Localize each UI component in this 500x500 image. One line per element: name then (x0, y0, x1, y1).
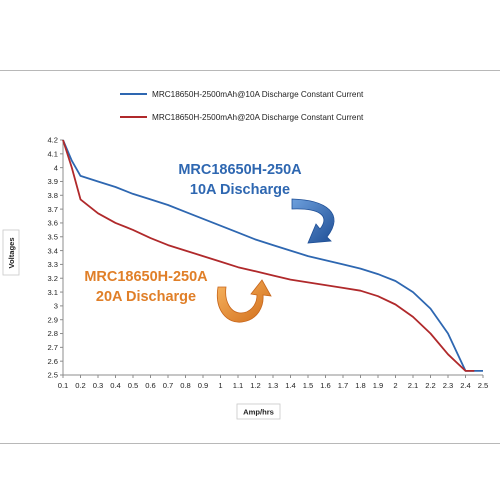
x-tick-label: 1.6 (320, 381, 331, 390)
x-tick-label: 0.3 (93, 381, 104, 390)
x-tick-label: 1.5 (303, 381, 314, 390)
y-tick-label: 2.5 (47, 371, 58, 380)
y-axis-title: Voltages (7, 237, 16, 268)
x-tick-label: 1.3 (268, 381, 279, 390)
y-tick-label: 3.7 (47, 205, 58, 214)
y-tick-label: 2.8 (47, 329, 58, 338)
x-axis-ticks: 0.1 0.2 0.3 0.4 0.5 0.6 0.7 0.8 0.9 1 1.1 1.2 1.3 1.4… (58, 375, 489, 390)
y-tick-label: 2.9 (47, 315, 58, 324)
x-tick-label: 2.2 (425, 381, 436, 390)
y-axis-title-box (2, 229, 20, 276)
x-tick-label: 2.3 (443, 381, 454, 390)
series-line-20a (62, 139, 475, 372)
x-axis-title: Amp/hrs (243, 408, 274, 417)
y-tick-label: 3.3 (47, 260, 58, 269)
x-tick-label: 1.4 (285, 381, 296, 390)
y-tick-label: 4.1 (47, 150, 58, 159)
u-turn-arrow-orange-icon (216, 279, 272, 323)
legend-label-10a: MRC18650H-2500mAh@10A Discharge Constant… (152, 90, 364, 99)
legend-label-20a: MRC18650H-2500mAh@20A Discharge Constant… (152, 113, 364, 122)
x-axis-title-box (236, 403, 281, 420)
x-tick-label: 0.6 (145, 381, 156, 390)
x-tick-label: 0.4 (110, 381, 121, 390)
x-tick-label: 0.8 (180, 381, 191, 390)
y-tick-label: 3.1 (47, 288, 58, 297)
y-tick-label: 3.2 (47, 274, 58, 283)
series-line-10a (62, 139, 483, 372)
y-tick-label: 2.6 (47, 357, 58, 366)
x-tick-label: 1.8 (355, 381, 366, 390)
x-tick-label: 1.7 (338, 381, 349, 390)
y-tick-label: 2.7 (47, 343, 58, 352)
x-tick-label: 2.5 (478, 381, 489, 390)
x-tick-label: 2 (393, 381, 397, 390)
x-tick-label: 2.4 (460, 381, 471, 390)
y-tick-label: 3.5 (47, 232, 58, 241)
y-tick-label: 4.2 (47, 136, 58, 145)
y-tick-label: 3.6 (47, 219, 58, 228)
annotation-10a-line2: 10A Discharge (190, 182, 290, 198)
x-tick-label: 0.7 (163, 381, 174, 390)
y-tick-label: 4 (54, 163, 58, 172)
x-tick-label: 1.1 (233, 381, 244, 390)
x-tick-label: 1.9 (373, 381, 384, 390)
annotation-20a-line2: 20A Discharge (96, 289, 196, 305)
y-tick-label: 3 (54, 302, 58, 311)
annotation-10a-line1: MRC18650H-250A (178, 162, 302, 178)
legend: MRC18650H-2500mAh@10A Discharge Constant… (120, 90, 364, 122)
y-tick-label: 3.4 (47, 246, 58, 255)
curved-arrow-blue-icon (291, 198, 335, 244)
x-tick-label: 0.9 (198, 381, 209, 390)
annotation-20a-line1: MRC18650H-250A (84, 269, 208, 285)
y-tick-label: 3.8 (47, 191, 58, 200)
x-tick-label: 1 (218, 381, 222, 390)
chart-frame (0, 70, 500, 444)
x-tick-label: 0.5 (128, 381, 139, 390)
y-axis-ticks: 2.5 2.6 2.7 2.8 2.9 3 3.1 3.2 3.3 3.4 3.5 3.6 3.7 3.8… (47, 136, 63, 380)
y-tick-label: 3.9 (47, 177, 58, 186)
x-tick-label: 1.2 (250, 381, 261, 390)
x-tick-label: 2.1 (408, 381, 419, 390)
x-tick-label: 0.1 (58, 381, 69, 390)
x-tick-label: 0.2 (75, 381, 86, 390)
